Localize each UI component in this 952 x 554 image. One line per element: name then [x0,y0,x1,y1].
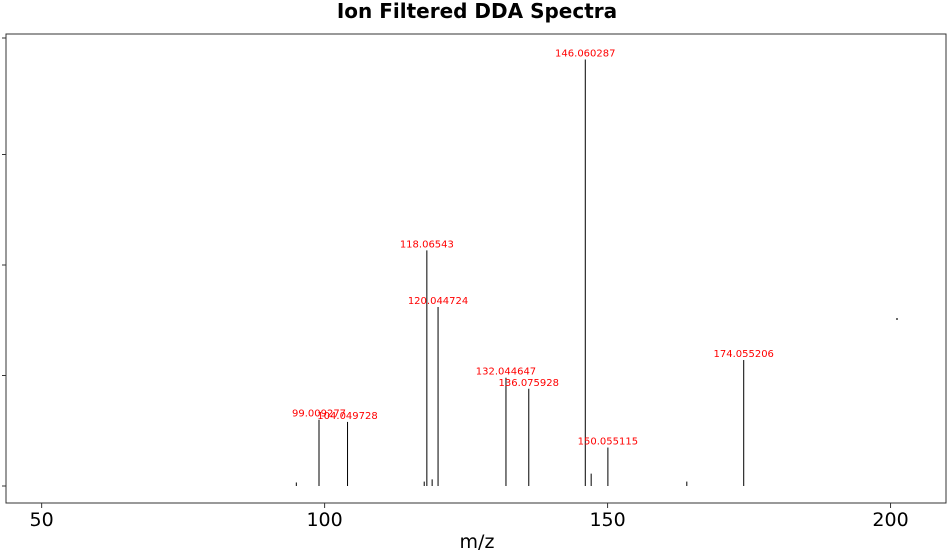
peak-label: 104.049728 [317,411,377,422]
x-axis-ticks: 50 100 150 200 [30,503,909,531]
x-tick-label: 200 [872,509,908,531]
peak-label: 150.055115 [578,437,638,448]
peaks-layer [295,59,745,486]
chart-title: Ion Filtered DDA Spectra [337,0,617,23]
peak-label: 146.060287 [555,48,615,59]
x-tick-label: 150 [589,509,625,531]
peak-label: 136.075928 [499,378,559,389]
peak-label: 174.055206 [713,349,773,360]
peak-label: 118.06543 [400,239,454,250]
y-axis-ticks [2,37,6,487]
peak-label: 99.009277 [292,409,346,420]
peak-label: 120.044724 [408,296,468,307]
x-tick-label: 50 [30,509,54,531]
x-axis-label: m/z [460,531,495,553]
x-tick-label: 100 [306,509,342,531]
stray-point [896,318,898,320]
peak-label: 132.044647 [476,367,536,378]
plot-frame [5,33,947,504]
